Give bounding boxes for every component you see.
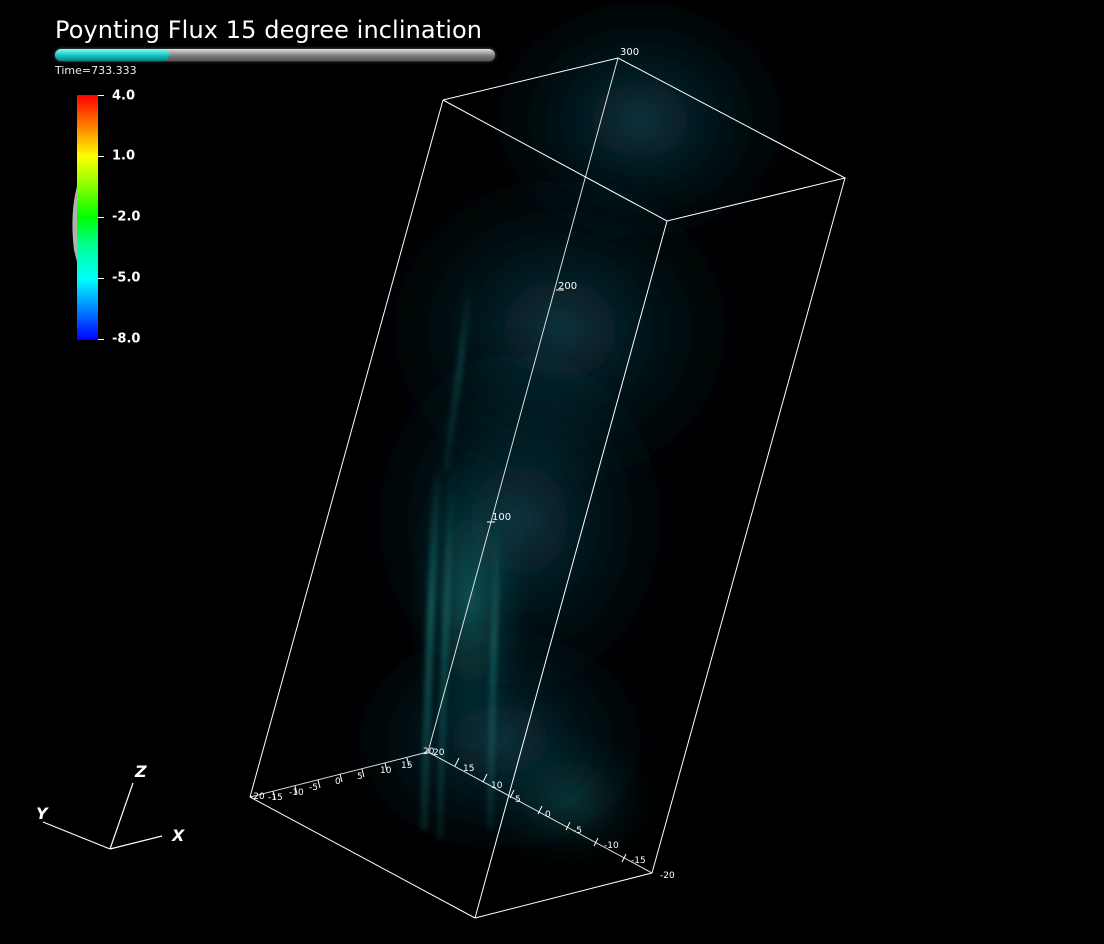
y-tick-label: -5 [309, 783, 318, 793]
y-tick-label: 20 [423, 747, 435, 757]
y-tick-label: 5 [357, 772, 363, 782]
orientation-z-label: Z [134, 762, 147, 781]
colorbar-ticks: 4.0 1.0 -2.0 -5.0 -8.0 [98, 89, 148, 347]
colorbar-label: -5.0 [112, 270, 141, 286]
y-tick-label: 15 [401, 761, 412, 771]
y-tick-label: 0 [335, 777, 341, 787]
colorbar-tick [98, 217, 104, 218]
flux-strands [421, 279, 500, 841]
x-tick-label: 15 [463, 764, 474, 774]
z-tick-label: 100 [492, 512, 511, 523]
colorbar-tick [98, 339, 104, 340]
y-axis-ticks: 20 15 10 5 0 -5 -10 -15 -20 [250, 747, 435, 803]
x-tick-label: 5 [515, 795, 521, 805]
x-tick-label: -20 [660, 871, 675, 881]
x-tick-label: 10 [491, 781, 503, 791]
volume-haze [330, 0, 810, 870]
time-progress-fill [55, 49, 170, 61]
colorbar-label: 1.0 [112, 148, 136, 164]
plot-title: Poynting Flux 15 degree inclination [55, 16, 483, 44]
x-tick-label: -15 [631, 856, 646, 866]
colorbar-label: 4.0 [112, 88, 136, 104]
orientation-y-label: Y [36, 804, 49, 823]
colorbar-tick [98, 278, 104, 279]
x-axis-ticks: 20 15 10 5 0 -5 -10 -15 -20 [433, 748, 675, 881]
colorbar-label: -2.0 [112, 209, 141, 225]
x-tick-label: 20 [433, 748, 445, 758]
y-tick-label: -15 [268, 793, 283, 803]
time-progress-bar[interactable] [55, 49, 495, 61]
y-tick-label: -10 [289, 788, 304, 798]
bounding-box [249, 57, 847, 919]
orientation-x-label: X [171, 826, 185, 845]
x-tick-label: -5 [573, 826, 582, 836]
orientation-axes [42, 782, 163, 850]
z-tick-label: 200 [558, 281, 577, 292]
y-tick-label: 10 [380, 766, 392, 776]
y-tick-label: -20 [250, 792, 265, 802]
z-axis-ticks: 300 200 100 [487, 47, 639, 523]
x-tick-label: -10 [604, 841, 619, 851]
z-tick-label: 300 [620, 47, 639, 58]
colorbar-label: -8.0 [112, 331, 141, 347]
colorbar-tick [98, 95, 104, 96]
colorbar-tick [98, 156, 104, 157]
colorbar [77, 95, 98, 340]
x-tick-label: 0 [545, 810, 551, 820]
time-label: Time=733.333 [55, 64, 137, 77]
